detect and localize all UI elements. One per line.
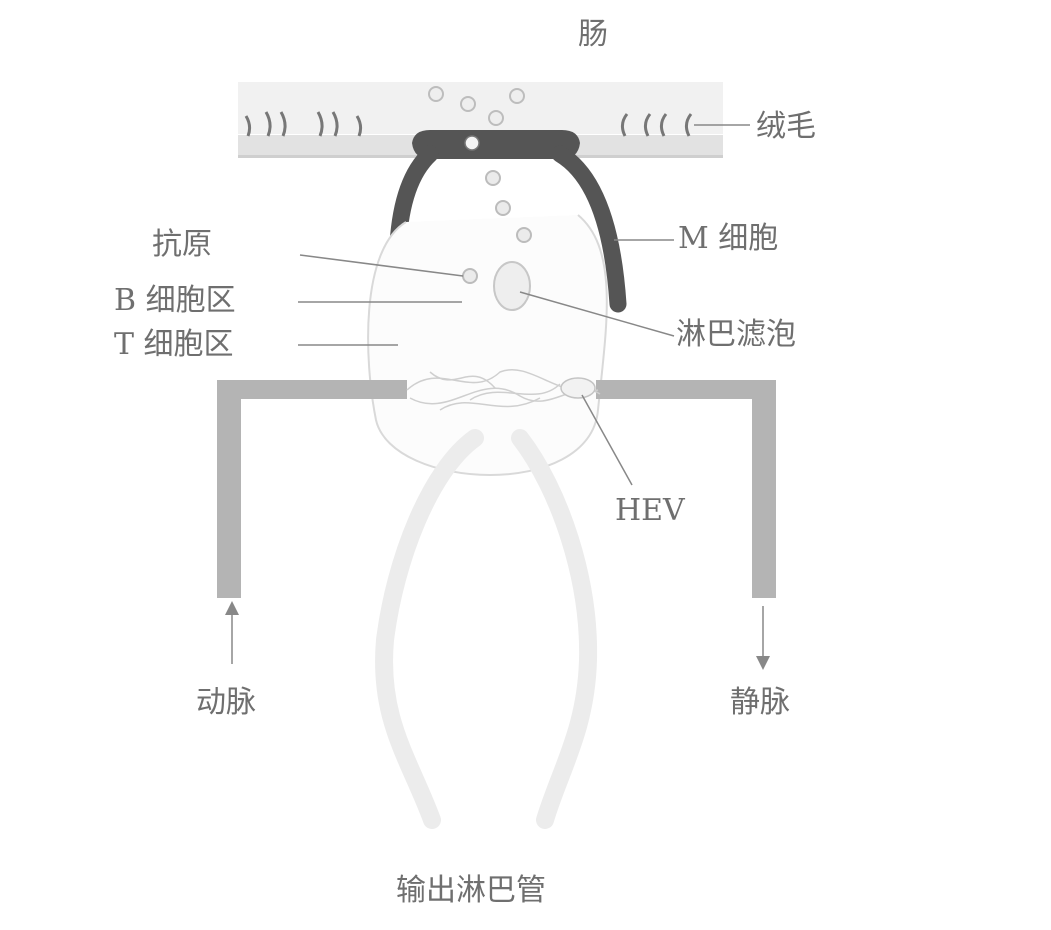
efferent-lymphatic-label: 输出淋巴管 bbox=[396, 873, 546, 908]
efferent-lymphatic bbox=[375, 429, 598, 829]
lymphoid-follicle-label: 淋巴滤泡 bbox=[676, 317, 796, 352]
villi-label: 绒毛 bbox=[756, 109, 816, 144]
leader-lines bbox=[298, 124, 750, 486]
hev-label: HEV bbox=[615, 493, 685, 528]
artery-label: 动脉 bbox=[196, 685, 256, 720]
blood-vessel bbox=[217, 380, 776, 598]
lymphoid-dome bbox=[367, 214, 608, 476]
antigen-label: 抗原 bbox=[152, 227, 212, 262]
transcytosed-antigen bbox=[462, 170, 532, 284]
lymphoid-follicle-shape bbox=[493, 261, 531, 311]
m-cell-label: M 细胞 bbox=[678, 221, 779, 256]
t-cell-zone-label: T 细胞区 bbox=[114, 327, 234, 362]
artery-arrow bbox=[225, 601, 239, 664]
villi-strokes bbox=[244, 111, 693, 137]
vein-arrow bbox=[756, 606, 770, 670]
antigen-particles bbox=[428, 86, 525, 126]
hev-vessel bbox=[560, 377, 596, 399]
intestine-label: 肠 bbox=[578, 17, 608, 52]
b-cell-zone-label: B 细胞区 bbox=[114, 283, 236, 318]
vein-label: 静脉 bbox=[730, 685, 790, 720]
